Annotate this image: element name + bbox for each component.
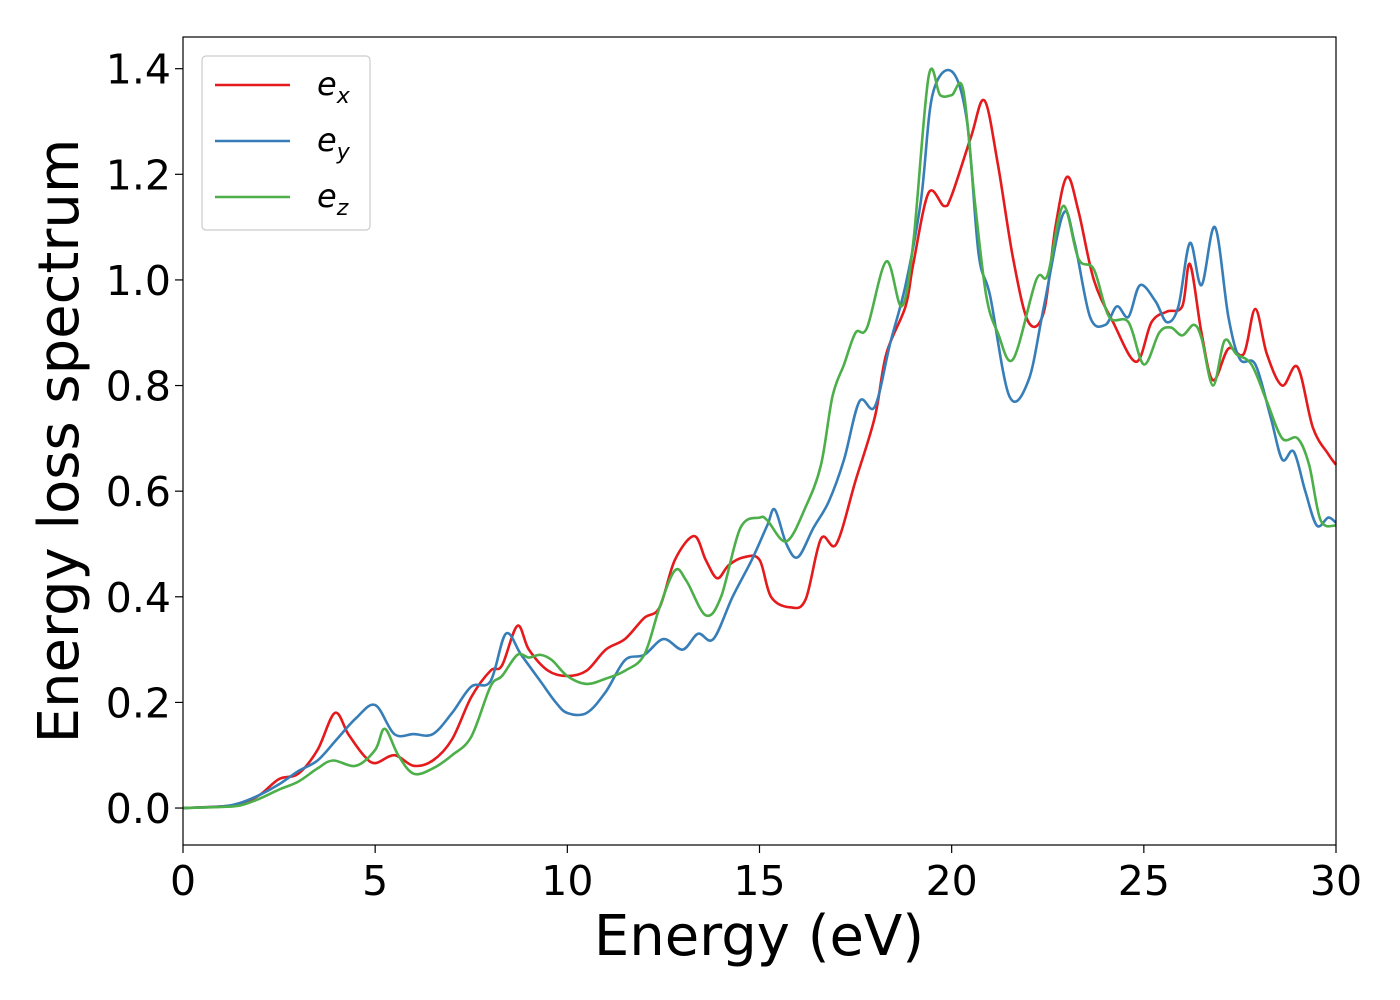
x-axis: 0 5 10 15 20 25 30 (170, 845, 1362, 905)
y-tick-label: 0.4 (106, 574, 171, 622)
y-tick-label: 0.2 (106, 679, 171, 727)
legend-label-e-x: ex (317, 65, 351, 109)
series-lines (182, 67, 1338, 810)
legend-box (201, 55, 371, 231)
x-axis-label: Energy (eV) (594, 904, 924, 969)
series-line-e-z (182, 67, 1337, 810)
y-tick-label: 1.4 (106, 46, 171, 94)
series-line-e-y (182, 68, 1337, 810)
y-axis-label: Energy loss spectrum (27, 139, 92, 744)
y-tick-label: 0.0 (106, 785, 171, 833)
legend-label-base: e (317, 121, 337, 159)
y-axis: 0.0 0.2 0.4 0.6 0.8 1.0 1.2 1.4 (106, 46, 183, 833)
x-tick-label: 10 (541, 857, 593, 905)
y-tick-label: 1.2 (106, 151, 171, 199)
legend-label-sub: y (336, 140, 351, 165)
y-tick-label: 1.0 (106, 257, 171, 305)
legend-label-e-z: ez (317, 177, 349, 221)
legend-label-sub: z (336, 196, 349, 221)
series-line-e-x (182, 98, 1338, 810)
plot-frame (182, 36, 1337, 846)
legend-label-base: e (317, 65, 337, 103)
x-tick-label: 30 (1310, 857, 1362, 905)
legend-label-sub: x (336, 84, 351, 109)
x-tick-label: 5 (362, 857, 388, 905)
x-tick-label: 15 (733, 857, 785, 905)
legend-label-e-y: ey (317, 121, 351, 165)
legend-label-base: e (317, 177, 337, 215)
x-tick-label: 0 (170, 857, 196, 905)
y-tick-label: 0.8 (106, 363, 171, 411)
y-tick-label: 0.6 (106, 468, 171, 516)
x-tick-label: 25 (1118, 857, 1170, 905)
x-tick-label: 20 (926, 857, 978, 905)
